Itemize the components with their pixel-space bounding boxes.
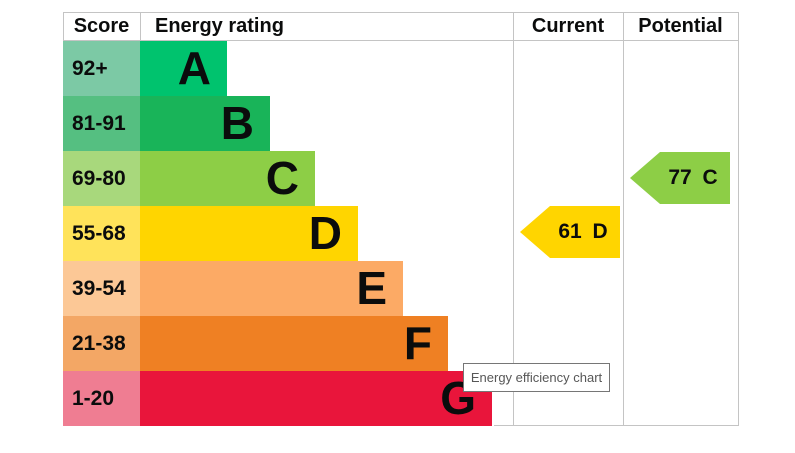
column-header-current: Current xyxy=(531,15,605,37)
current-rating-arrow: 61 D xyxy=(520,206,620,258)
band-d-score-cell: 55-68 xyxy=(63,206,140,261)
band-f-score-cell: 21-38 xyxy=(63,316,140,371)
table-bottom-border xyxy=(494,425,738,426)
current-potential-divider xyxy=(623,12,624,426)
potential-rating-arrow: 77 C xyxy=(630,152,730,204)
tooltip: Energy efficiency chart xyxy=(463,363,610,392)
rating-current-divider xyxy=(513,12,514,426)
band-g-score-cell: 1-20 xyxy=(63,371,140,426)
band-c-score-cell: 69-80 xyxy=(63,151,140,206)
column-header-potential: Potential xyxy=(638,15,723,37)
band-b-score-cell: 81-91 xyxy=(63,96,140,151)
band-b-bar: B xyxy=(140,96,270,151)
band-a-bar: A xyxy=(140,41,227,96)
band-g-bar: G xyxy=(140,371,492,426)
table-left-border xyxy=(63,12,64,41)
band-d-bar: D xyxy=(140,206,358,261)
band-e-bar: E xyxy=(140,261,403,316)
column-header-energy-rating: Energy rating xyxy=(155,15,284,37)
band-c-bar: C xyxy=(140,151,315,206)
band-f-bar: F xyxy=(140,316,448,371)
table-right-border xyxy=(738,12,739,426)
column-header-score: Score xyxy=(73,15,130,37)
band-e-score-cell: 39-54 xyxy=(63,261,140,316)
header-bottom-border xyxy=(63,40,739,41)
band-a-score-cell: 92+ xyxy=(63,41,140,96)
table-top-border xyxy=(63,12,739,13)
score-rating-divider xyxy=(140,12,141,41)
